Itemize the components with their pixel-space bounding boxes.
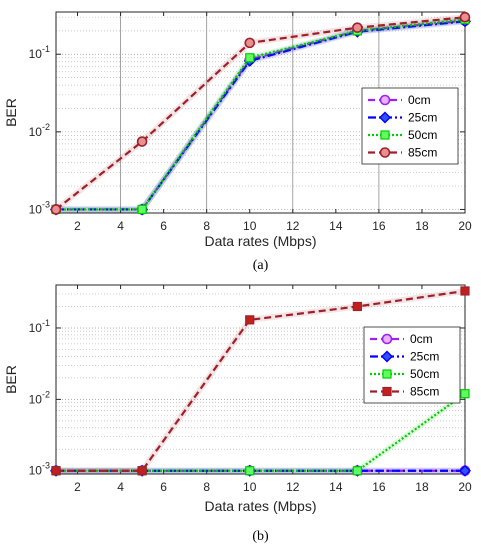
data-point-85cm (51, 466, 61, 476)
legend-marker (381, 350, 393, 363)
legend-marker (379, 147, 391, 158)
y-axis-label: BER (3, 98, 19, 127)
x-tick-label: 12 (286, 219, 300, 233)
x-tick-label: 18 (415, 219, 429, 233)
legend: 0cm 25cm 50cm 85cm (361, 87, 459, 165)
data-point-25cm (459, 464, 471, 477)
data-point-50cm (137, 204, 147, 215)
data-point-50cm (245, 466, 255, 476)
y-tick-label: 10-3 (29, 199, 50, 216)
y-tick-label: 10-2 (29, 389, 50, 406)
legend-marker (382, 369, 392, 379)
series-line-25cm (56, 20, 466, 211)
x-tick-label: 8 (203, 480, 210, 494)
data-point-50cm (245, 53, 255, 63)
legend-marker (382, 386, 392, 397)
x-tick-label: 6 (160, 219, 167, 233)
legend-marker (379, 111, 391, 124)
data-point-85cm (245, 315, 255, 325)
legend-label: 0cm (408, 93, 431, 107)
y-axis-label: BER (3, 365, 19, 394)
legend-marker (381, 333, 393, 345)
data-point-85cm (459, 11, 471, 23)
x-tick-label: 14 (329, 480, 343, 494)
x-tick-label: 4 (117, 480, 124, 494)
data-point-50cm (352, 466, 362, 476)
legend-label: 0cm (410, 332, 433, 346)
chart-a: 2 4 6 8 10 12 14 16 18 20 10-3 10-2 10-1 Data rates (… (3, 11, 472, 273)
x-tick-label: 16 (372, 480, 386, 494)
x-tick-label: 6 (160, 480, 167, 494)
legend: 0cm 25cm 50cm 85cm (363, 326, 461, 404)
y-tick-label: 10-1 (29, 44, 50, 61)
legend-label: 50cm (408, 128, 437, 142)
x-tick-label: 2 (74, 480, 81, 494)
legend-box (363, 326, 461, 404)
legend-label: 85cm (408, 146, 437, 160)
legend-label: 25cm (408, 111, 437, 125)
x-tick-label: 20 (458, 219, 472, 233)
chart-b: 2 4 6 8 10 12 14 16 18 20 10-3 10-2 10-1 Data rates (… (3, 284, 472, 544)
x-axis-label: Data rates (Mbps) (204, 498, 316, 514)
y-tick-label: 10-1 (29, 318, 50, 335)
data-point-85cm (136, 136, 148, 147)
y-tick-label: 10-2 (29, 122, 50, 139)
axes-box (55, 284, 466, 475)
legend-label: 50cm (410, 367, 439, 381)
figure-caption: (b) (252, 529, 269, 544)
data-point-85cm (137, 466, 147, 476)
data-point-50cm (460, 389, 470, 399)
x-tick-label: 8 (203, 219, 210, 233)
data-point-85cm (352, 301, 362, 312)
x-axis-label: Data rates (Mbps) (204, 233, 316, 249)
x-tick-label: 12 (286, 480, 300, 494)
legend-marker (379, 94, 391, 106)
x-tick-label: 10 (243, 219, 257, 233)
x-tick-label: 14 (329, 219, 343, 233)
data-point-85cm (50, 204, 62, 215)
y-tick-label: 10-3 (29, 461, 50, 478)
data-point-85cm (352, 22, 363, 33)
series-line-85cm (56, 289, 466, 472)
x-tick-label: 10 (243, 480, 257, 494)
figure-caption: (a) (253, 258, 269, 273)
x-tick-label: 4 (117, 219, 124, 233)
legend-marker (380, 130, 390, 140)
axes-box (55, 11, 466, 214)
data-point-85cm (460, 286, 470, 296)
x-tick-label: 16 (372, 219, 386, 233)
legend-box (361, 87, 459, 165)
legend-label: 85cm (410, 385, 439, 399)
legend-label: 25cm (410, 350, 439, 364)
x-tick-label: 2 (74, 219, 81, 233)
x-tick-label: 20 (458, 480, 472, 494)
x-tick-label: 18 (415, 480, 429, 494)
data-point-85cm (244, 37, 256, 49)
